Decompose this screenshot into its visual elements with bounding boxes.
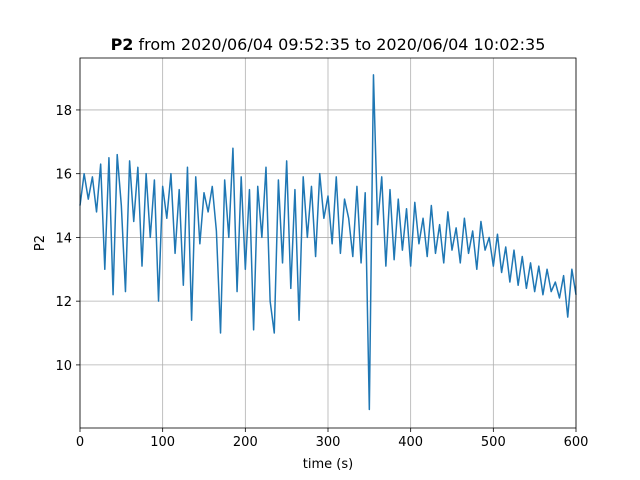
x-tick-label: 200	[233, 435, 258, 450]
x-tick-label: 400	[398, 435, 423, 450]
title-bold: P2	[111, 35, 134, 54]
x-tick-label: 600	[564, 435, 589, 450]
y-tick-label: 10	[55, 359, 72, 374]
x-axis-label: time (s)	[303, 457, 353, 472]
chart-title: P2 from 2020/06/04 09:52:35 to 2020/06/0…	[111, 35, 546, 54]
x-tick-label: 100	[150, 435, 175, 450]
x-tick-label: 0	[76, 435, 84, 450]
y-tick-label: 12	[55, 295, 72, 310]
y-axis-label: P2	[33, 235, 48, 251]
y-tick-label: 14	[55, 231, 72, 246]
plot-area	[79, 74, 577, 411]
title-rest: from 2020/06/04 09:52:35 to 2020/06/04 1…	[139, 35, 546, 54]
x-tick-label: 500	[481, 435, 506, 450]
grid: 0 100 200 300 400 500 600 10 12 14 16 18	[55, 58, 588, 450]
y-tick-label: 18	[55, 104, 72, 119]
x-tick-label: 300	[316, 435, 341, 450]
data-line	[79, 74, 577, 411]
y-tick-label: 16	[55, 168, 72, 183]
axes-frame	[79, 57, 577, 429]
